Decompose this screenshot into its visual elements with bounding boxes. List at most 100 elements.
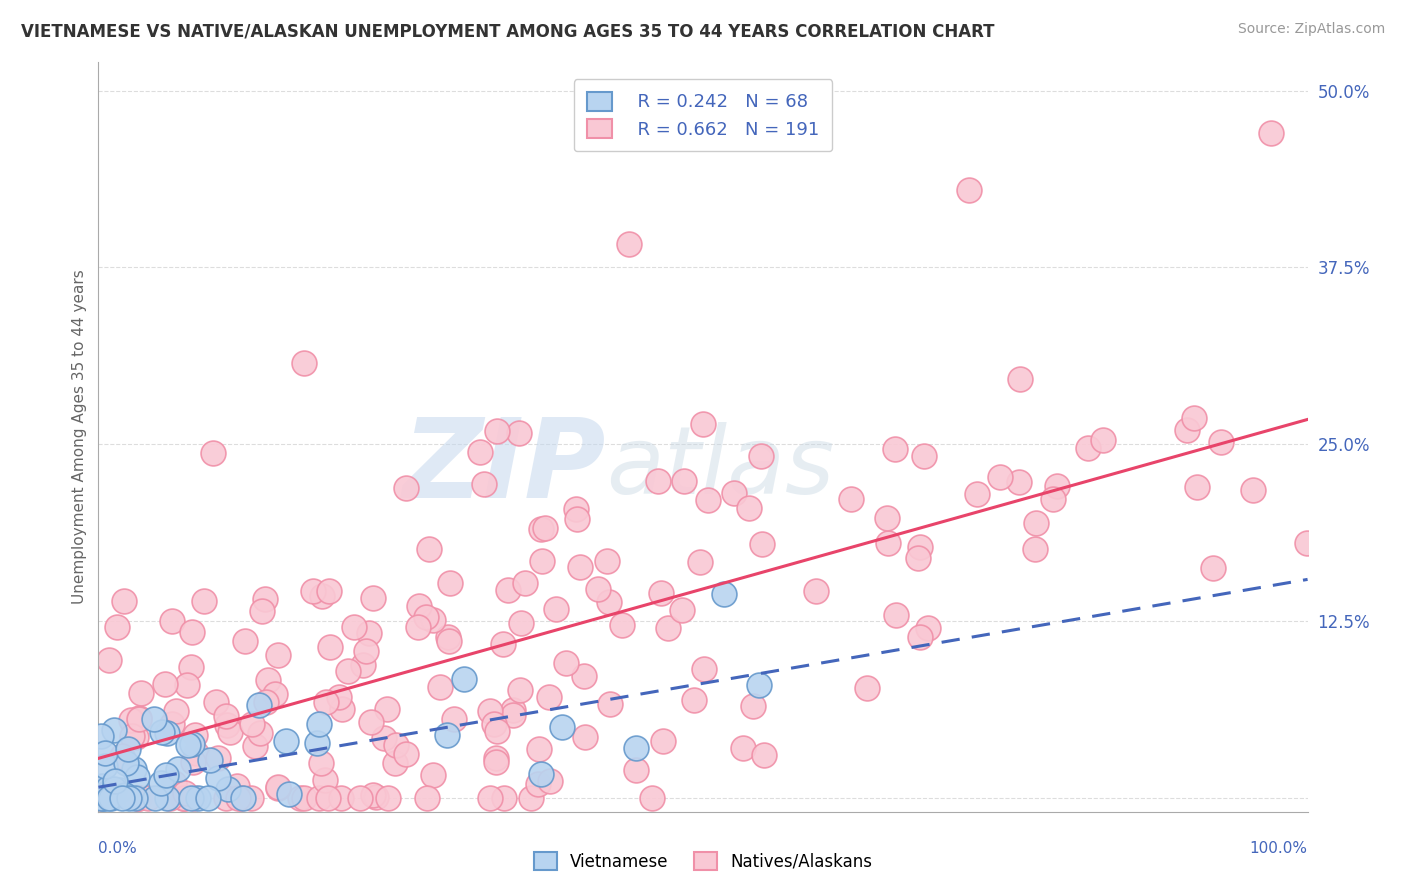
Point (94, 746, 117, 760)
Point (429, 680, 451, 694)
Point (127, 790, 149, 805)
Point (1008, 475, 1031, 490)
Point (124, 730, 146, 744)
Point (292, 356, 315, 370)
Point (184, 727, 207, 741)
Point (651, 734, 673, 748)
Point (502, 708, 524, 723)
Point (98, 653, 121, 667)
Point (1010, 372, 1032, 386)
Point (439, 576, 461, 591)
Point (121, 729, 143, 743)
Point (177, 738, 200, 752)
Point (640, 790, 662, 805)
Point (574, 730, 596, 744)
Text: ZIP: ZIP (402, 414, 606, 521)
Point (839, 491, 862, 506)
Point (90, 789, 112, 804)
Point (181, 624, 204, 639)
Point (502, 703, 524, 717)
Point (485, 751, 508, 765)
Point (128, 790, 150, 805)
Point (183, 790, 205, 805)
Point (406, 620, 429, 634)
Point (226, 779, 249, 793)
Point (530, 767, 553, 781)
Point (738, 501, 761, 516)
Point (1024, 542, 1046, 557)
Point (198, 753, 221, 767)
Point (165, 704, 187, 718)
Point (693, 662, 716, 676)
Point (337, 664, 360, 678)
Point (302, 583, 325, 598)
Point (509, 682, 531, 697)
Point (526, 776, 548, 790)
Point (366, 789, 388, 804)
Point (110, 748, 132, 763)
Point (564, 502, 586, 516)
Point (160, 614, 183, 628)
Point (494, 790, 516, 805)
Point (186, 746, 208, 760)
Point (91, 779, 114, 793)
Point (124, 790, 146, 805)
Point (105, 620, 128, 634)
Point (422, 768, 444, 782)
Point (384, 738, 406, 752)
Point (484, 755, 506, 769)
Point (267, 780, 290, 794)
Point (91, 790, 114, 805)
Point (723, 485, 745, 500)
Point (155, 767, 177, 781)
Text: VIETNAMESE VS NATIVE/ALASKAN UNEMPLOYMENT AMONG AGES 35 TO 44 YEARS CORRELATION : VIETNAMESE VS NATIVE/ALASKAN UNEMPLOYMEN… (21, 22, 994, 40)
Point (159, 790, 181, 805)
Text: 100.0%: 100.0% (1250, 841, 1308, 856)
Point (193, 594, 215, 608)
Point (479, 790, 502, 805)
Point (181, 737, 204, 751)
Point (217, 781, 239, 796)
Point (207, 772, 229, 786)
Point (373, 731, 395, 746)
Point (127, 770, 149, 784)
Point (96, 780, 118, 795)
Point (565, 512, 588, 526)
Point (884, 607, 907, 622)
Point (408, 599, 430, 613)
Point (478, 704, 501, 718)
Point (574, 669, 596, 683)
Point (215, 709, 238, 723)
Point (117, 742, 139, 756)
Point (94, 759, 117, 773)
Point (305, 736, 328, 750)
Point (733, 741, 755, 756)
Point (309, 756, 332, 771)
Point (187, 790, 209, 805)
Point (226, 790, 249, 805)
Point (319, 640, 342, 655)
Point (166, 763, 188, 777)
Point (111, 790, 134, 805)
Point (173, 790, 195, 805)
Point (742, 699, 765, 714)
Point (103, 723, 125, 737)
Point (883, 442, 905, 456)
Point (163, 776, 186, 790)
Point (908, 631, 931, 645)
Point (1260, 126, 1282, 140)
Point (254, 695, 277, 709)
Point (520, 790, 543, 805)
Point (232, 790, 254, 805)
Point (988, 470, 1011, 484)
Legend:   R = 0.242   N = 68,   R = 0.662   N = 191: R = 0.242 N = 68, R = 0.662 N = 191 (574, 79, 832, 152)
Point (89, 790, 111, 805)
Point (534, 521, 557, 535)
Point (650, 585, 672, 599)
Point (876, 511, 898, 525)
Point (394, 747, 416, 761)
Point (89, 789, 111, 804)
Point (110, 783, 132, 797)
Point (551, 720, 574, 734)
Point (856, 681, 879, 695)
